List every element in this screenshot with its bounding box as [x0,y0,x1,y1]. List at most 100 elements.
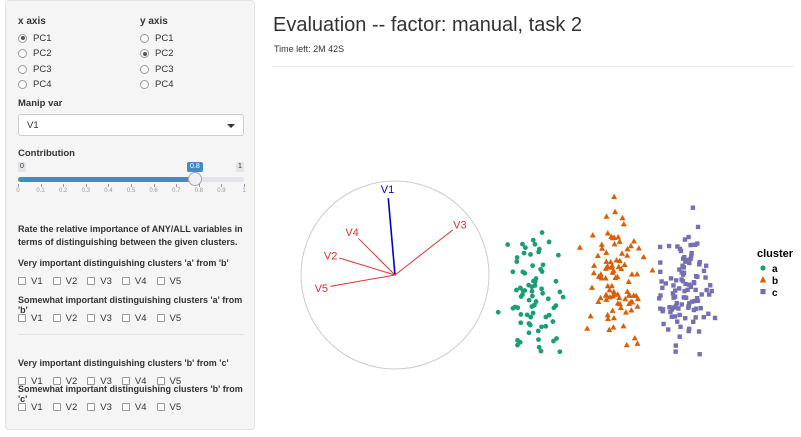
point-cluster-b [625,278,632,284]
checkbox-v2[interactable]: V2 [52,313,77,324]
checkbox-box[interactable] [121,314,130,322]
checkbox-box[interactable] [52,314,61,322]
point-cluster-b [628,271,635,277]
point-cluster-b [634,295,641,302]
checkbox-group-3: V1 V2 V3 V4 V5 [18,375,191,387]
checkbox-box[interactable] [87,277,96,285]
point-cluster-c [673,343,678,348]
checkbox-v4[interactable]: V4 [121,376,147,387]
y-axis-radio-pc2[interactable]: PC2 [140,48,173,60]
x-axis-radio-pc1[interactable]: PC1 [18,32,51,44]
point-cluster-a [510,269,516,275]
checkbox-v3[interactable]: V3 [87,376,112,387]
point-cluster-b [619,250,626,256]
radio-circle[interactable] [140,64,149,74]
point-cluster-b [606,286,613,293]
checkbox-v1[interactable]: V1 [18,376,43,387]
point-cluster-b [604,263,611,270]
checkbox-box[interactable] [52,403,61,411]
checkbox-v2[interactable]: V2 [52,276,77,287]
point-cluster-c [693,273,699,279]
point-cluster-a [546,239,552,245]
y-axis-radio-pc3[interactable]: PC3 [140,63,173,75]
checkbox-v1[interactable]: V1 [18,313,43,324]
radio-circle[interactable] [18,80,27,89]
checkbox-group-1: V1 V2 V3 V4 V5 [18,275,191,287]
checkbox-v2[interactable]: V2 [52,402,77,413]
point-cluster-a [529,304,535,309]
radio-circle[interactable] [140,49,149,58]
checkbox-v4[interactable]: V4 [121,402,147,413]
y-axis-radio-pc4[interactable]: PC4 [140,79,173,91]
checkbox-box[interactable] [121,377,130,385]
checkbox-box[interactable] [156,403,165,411]
contribution-slider-handle[interactable] [187,172,202,186]
legend-key-b [759,276,767,283]
checkbox-v3[interactable]: V3 [87,313,112,324]
point-cluster-b [595,298,602,305]
point-cluster-b [576,244,583,250]
checkbox-v4[interactable]: V4 [121,313,147,324]
checkbox-box[interactable] [156,314,165,322]
point-cluster-a [530,263,536,269]
checkbox-box[interactable] [87,314,96,322]
point-cluster-c [667,304,672,310]
checkbox-box[interactable] [18,377,26,385]
checkbox-label: V3 [100,375,112,387]
x-axis-radio-pc3[interactable]: PC3 [18,63,51,75]
point-cluster-c [693,242,698,248]
checkbox-v3[interactable]: V3 [87,402,112,413]
point-cluster-b [603,249,610,255]
point-cluster-c [689,299,695,304]
slider-tick [153,184,155,187]
checkbox-box[interactable] [156,377,165,385]
checkbox-box[interactable] [52,277,61,285]
contribution-slider-fill [18,177,199,182]
checkbox-box[interactable] [87,377,96,385]
checkbox-v5[interactable]: V5 [156,313,181,324]
checkbox-box[interactable] [18,403,26,411]
checkbox-v1[interactable]: V1 [18,276,43,287]
radio-circle[interactable] [18,49,27,58]
radio-circle[interactable] [140,33,149,43]
checkbox-v5[interactable]: V5 [156,402,181,413]
x-axis-radio-pc4[interactable]: PC4 [18,79,51,91]
x-axis-title: x axis [18,16,46,27]
point-cluster-a [527,322,533,328]
checkbox-box[interactable] [121,403,130,411]
point-cluster-c [689,250,694,256]
axis-label-v3: V3 [453,219,466,231]
checkbox-box[interactable] [121,277,130,285]
point-cluster-a [517,285,523,291]
checkbox-v3[interactable]: V3 [87,276,112,287]
checkbox-label: V1 [31,401,43,413]
point-cluster-c [686,326,692,332]
axis-label-v2: V2 [324,250,337,262]
x-axis-radio-pc2[interactable]: PC2 [18,48,51,60]
point-cluster-c [686,234,691,240]
checkbox-box[interactable] [87,403,96,411]
contribution-slider-track[interactable] [18,177,244,182]
point-cluster-a [524,312,530,318]
slider-tick [63,184,65,187]
checkbox-v2[interactable]: V2 [52,376,77,387]
checkbox-box[interactable] [52,377,61,385]
point-cluster-c [680,278,686,284]
manip-var-select[interactable]: V1 [18,114,244,136]
radio-circle[interactable] [140,80,149,89]
checkbox-box[interactable] [18,314,26,322]
radio-circle[interactable] [18,64,27,74]
radio-circle[interactable] [18,33,27,43]
checkbox-v5[interactable]: V5 [156,276,181,287]
checkbox-v4[interactable]: V4 [121,276,147,287]
checkbox-box[interactable] [156,277,165,285]
checkbox-v5[interactable]: V5 [156,376,181,387]
point-cluster-a [505,242,511,247]
y-axis-radio-pc1[interactable]: PC1 [140,32,173,44]
point-cluster-c [678,248,684,254]
slider-value-label: 0.8 [187,162,203,172]
point-cluster-c [695,298,701,304]
checkbox-box[interactable] [18,277,26,285]
checkbox-v1[interactable]: V1 [18,402,43,413]
checkbox-label: V3 [100,275,112,287]
